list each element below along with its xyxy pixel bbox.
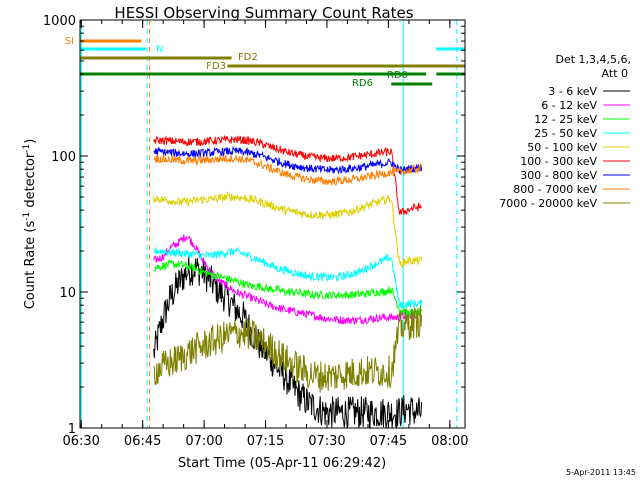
flag-label-n: N bbox=[156, 44, 163, 55]
legend-entry-label: 300 - 800 keV bbox=[520, 169, 597, 182]
series-line-5 bbox=[153, 134, 422, 216]
axis-ticks: 06:30 06:45 07:00 07:15 07:30 07:45 08:00 1 10 10… bbox=[43, 14, 469, 449]
legend-entry-label: 7000 - 20000 keV bbox=[499, 197, 597, 210]
x-tick-label: 07:15 bbox=[247, 434, 284, 449]
x-tick-label: 07:45 bbox=[370, 434, 407, 449]
y-tick-label: 1000 bbox=[43, 14, 76, 29]
plot-frame bbox=[79, 19, 466, 429]
series-line-8 bbox=[153, 305, 423, 393]
vertical-markers bbox=[80, 20, 458, 428]
legend-entry-label: 50 - 100 keV bbox=[527, 141, 597, 154]
flag-label-rd6: RD6 bbox=[352, 78, 373, 89]
series-line-2 bbox=[153, 259, 423, 319]
series-line-6 bbox=[153, 145, 423, 175]
flag-label-rd0: RD0 bbox=[387, 70, 408, 81]
series-line-3 bbox=[153, 247, 423, 309]
series-line-7 bbox=[153, 153, 423, 186]
series-line-4 bbox=[153, 191, 423, 269]
flag-label-fd2: FD2 bbox=[238, 52, 258, 63]
series-line-0 bbox=[153, 256, 423, 430]
x-axis-label: Start Time (05-Apr-11 06:29:42) bbox=[178, 456, 386, 471]
x-tick-label: 07:00 bbox=[185, 434, 222, 449]
x-tick-label: 06:45 bbox=[124, 434, 161, 449]
chart-title: HESSI Observing Summary Count Rates bbox=[114, 4, 413, 22]
legend-header-line-2: Att 0 bbox=[602, 67, 628, 80]
legend-entry-label: 3 - 6 keV bbox=[548, 85, 597, 98]
legend-entry-label: 25 - 50 keV bbox=[534, 127, 597, 140]
legend-entry-label: 12 - 25 keV bbox=[534, 113, 597, 126]
data-series bbox=[153, 134, 423, 430]
x-tick-label: 07:30 bbox=[308, 434, 345, 449]
flag-label-fd3: FD3 bbox=[206, 61, 226, 72]
legend-entry-label: 6 - 12 keV bbox=[541, 99, 597, 112]
x-tick-label: 08:00 bbox=[431, 434, 468, 449]
y-axis-label: Count Rate (s-1 detector-1) bbox=[22, 139, 38, 310]
legend-entry-label: 100 - 300 keV bbox=[520, 155, 597, 168]
flag-bars: SI N FD2 FD3 RD0 RD6 bbox=[65, 36, 465, 89]
legend-header-line-1: Det 1,3,4,5,6, bbox=[555, 53, 631, 66]
date-stamp: 5-Apr-2011 13:45 bbox=[566, 468, 636, 477]
y-tick-label: 1 bbox=[68, 422, 76, 437]
x-tick-label: 06:30 bbox=[62, 434, 99, 449]
legend-entry-label: 800 - 7000 keV bbox=[513, 183, 597, 196]
y-tick-label: 10 bbox=[59, 286, 76, 301]
y-tick-label: 100 bbox=[51, 150, 76, 165]
flag-label-si: SI bbox=[65, 36, 74, 47]
series-line-1 bbox=[153, 234, 423, 325]
